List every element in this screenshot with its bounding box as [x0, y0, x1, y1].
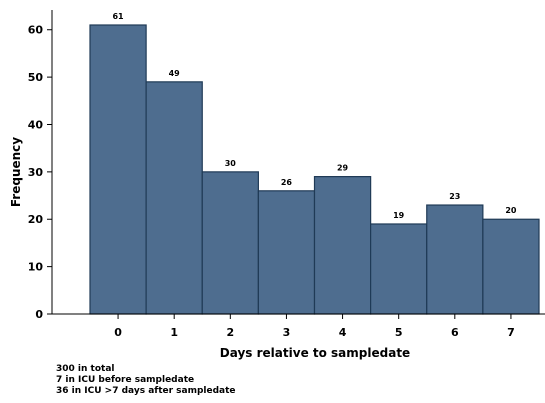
x-axis-title: Days relative to sampledate: [220, 346, 410, 360]
y-tick-label-20: 20: [28, 213, 44, 226]
bar-day-3: [257, 190, 316, 315]
bar-day-0: [89, 24, 147, 315]
y-ticks-group: 0 10 20 30 40 50 60: [28, 24, 52, 321]
x-tick-label-7: 7: [507, 326, 515, 339]
data-label-day-4: 29: [337, 164, 349, 173]
y-tick-label-40: 40: [28, 118, 44, 131]
note-icu-after: 36 in ICU >7 days after sampledate: [56, 386, 236, 396]
bar-day-6: [426, 204, 484, 315]
x-tick-label-4: 4: [339, 326, 347, 339]
data-label-day-0: 61: [112, 12, 124, 21]
x-tick-label-1: 1: [170, 326, 178, 339]
y-axis-title: Frequency: [9, 137, 23, 207]
x-tick-label-2: 2: [226, 326, 234, 339]
bar-day-2: [201, 171, 259, 315]
bar-day-5: [370, 223, 428, 315]
note-total: 300 in total: [56, 364, 115, 374]
data-label-day-1: 49: [169, 69, 181, 78]
note-icu-before: 7 in ICU before sampledate: [56, 375, 195, 385]
bars-group: [89, 24, 540, 315]
bar-day-1: [145, 81, 203, 315]
y-tick-label-60: 60: [28, 24, 44, 37]
y-tick-label-10: 10: [28, 261, 44, 274]
data-label-day-6: 23: [449, 192, 460, 201]
data-label-day-2: 30: [225, 159, 237, 168]
y-tick-label-0: 0: [35, 308, 43, 321]
data-label-day-7: 20: [505, 206, 517, 215]
x-tick-label-0: 0: [114, 326, 122, 339]
x-ticks-group: 0 1 2 3 4 5 6 7: [114, 314, 515, 339]
y-tick-label-50: 50: [28, 71, 44, 84]
x-tick-label-3: 3: [283, 326, 291, 339]
y-tick-label-30: 30: [28, 166, 44, 179]
data-labels-group: 61 49 30 26 29 19 23 20: [112, 12, 516, 220]
x-tick-label-5: 5: [395, 326, 403, 339]
data-label-day-5: 19: [393, 211, 405, 220]
bar-day-7: [482, 218, 540, 315]
x-tick-label-6: 6: [451, 326, 459, 339]
bar-day-4: [313, 176, 372, 315]
data-label-day-3: 26: [281, 178, 293, 187]
